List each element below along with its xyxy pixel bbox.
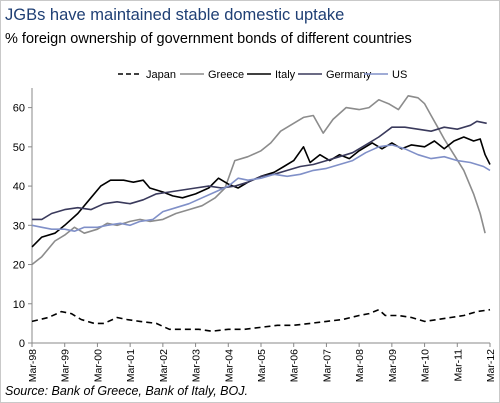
y-tick-label: 0 — [19, 338, 25, 350]
y-tick-label: 50 — [13, 142, 25, 154]
series-line-italy — [31, 136, 491, 248]
x-tick-label: Mar-01 — [125, 349, 137, 382]
x-tick-label: Mar-05 — [256, 349, 268, 382]
y-tick-label: 10 — [13, 299, 25, 311]
x-tick-label: Mar-06 — [289, 349, 301, 382]
y-tick-label: 20 — [13, 260, 25, 272]
legend-label-japan: Japan — [146, 69, 176, 81]
x-tick-label: Mar-12 — [485, 349, 497, 382]
series-line-germany — [32, 120, 487, 221]
y-tick-label: 30 — [13, 220, 25, 232]
series-line-us — [31, 144, 491, 232]
x-tick-label: Mar-03 — [191, 349, 203, 382]
x-tick-label: Mar-98 — [27, 349, 39, 382]
x-tick-label: Mar-00 — [92, 349, 104, 382]
x-tick-label: Mar-07 — [321, 349, 333, 382]
x-tick-label: Mar-10 — [420, 349, 432, 382]
series-group — [31, 95, 491, 332]
x-tick-label: Mar-08 — [354, 349, 366, 382]
x-tick-label: Mar-11 — [452, 349, 464, 382]
chart-title: JGBs have maintained stable domestic upt… — [5, 6, 345, 24]
legend-label-germany: Germany — [326, 69, 372, 81]
legend-label-greece: Greece — [208, 69, 244, 81]
chart-subtitle: % foreign ownership of government bonds … — [5, 31, 412, 47]
legend: Japan Greece Italy Germany US — [118, 69, 407, 81]
axes: 0 10 20 30 40 50 60 Mar-98 Mar-99 Mar-00 Mar-01 Mar… — [13, 88, 497, 382]
x-tick-label: Mar-02 — [158, 349, 170, 382]
x-tick-label: Mar-04 — [223, 349, 235, 382]
series-line-japan — [31, 308, 491, 332]
y-tick-label: 40 — [13, 181, 25, 193]
legend-label-us: US — [392, 69, 407, 81]
x-tick-label: Mar-99 — [60, 349, 72, 382]
y-tick-label: 60 — [13, 103, 25, 115]
legend-label-italy: Italy — [275, 69, 296, 81]
source-note: Source: Bank of Greece, Bank of Italy, B… — [5, 384, 248, 398]
series-line-greece — [31, 95, 486, 266]
x-tick-label: Mar-09 — [387, 349, 399, 382]
